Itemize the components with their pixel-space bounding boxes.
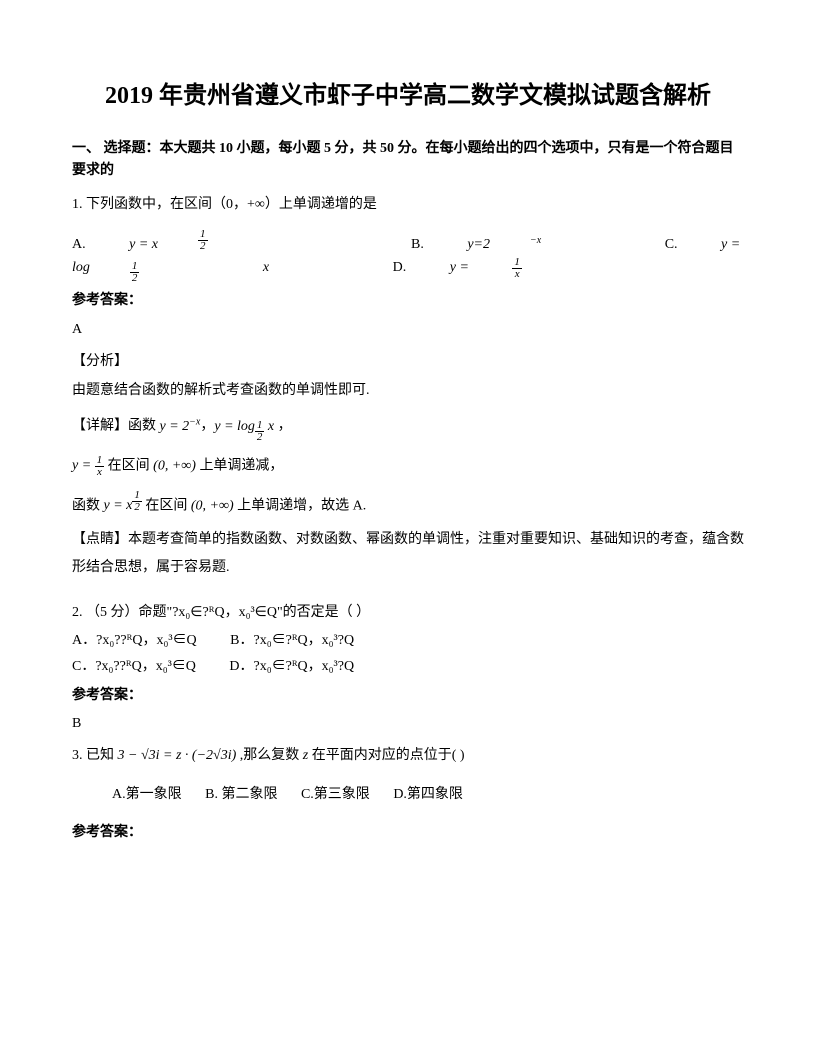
- q1-optD-formula: y = 1x: [450, 260, 602, 275]
- q1-detail-label: 【详解】函数: [72, 419, 156, 434]
- q1-detail-comma: ，: [200, 419, 214, 434]
- q1-line3-text3: 上单调递增，故选 A.: [237, 498, 366, 513]
- q3-text-suffix: 在平面内对应的点位于( ): [312, 748, 465, 763]
- q3-option-c: C.第三象限: [301, 787, 370, 802]
- q3-z-var: z: [303, 748, 308, 763]
- q1-detail-line3: 函数 y = x12 在区间 (0, +∞) 上单调递增，故选 A.: [72, 490, 744, 518]
- q1-detail-end: ，: [274, 419, 292, 434]
- q1-line3-text2: 在区间: [145, 498, 187, 513]
- q1-detail-line1: 【详解】函数 y = 2−x，y = log12 x ，: [72, 414, 744, 443]
- q3-formula: 3 − √3i = z · (−2√3i): [118, 748, 237, 763]
- q3-text: 3. 已知 3 − √3i = z · (−2√3i) ,那么复数 z 在平面内…: [72, 745, 744, 767]
- q1-analysis-label: 【分析】: [72, 351, 744, 373]
- q1-line3-formula: y = x12: [104, 498, 142, 513]
- q1-summary: 【点睛】本题考查简单的指数函数、对数函数、幂函数的单调性，注重对重要知识、基础知…: [72, 526, 744, 582]
- q1-option-b: B. y=2−x: [411, 237, 625, 252]
- q3-option-b: B. 第二象限: [205, 787, 277, 802]
- q1-detail-line2: y = 1x 在区间 (0, +∞) 上单调递减，: [72, 455, 744, 478]
- page-title: 2019 年贵州省遵义市虾子中学高二数学文模拟试题含解析: [72, 80, 744, 114]
- q1-optB-prefix: B.: [411, 237, 427, 252]
- q1-optD-prefix: D.: [393, 260, 410, 275]
- q1-detail-formula2: y = log12 x: [214, 419, 274, 434]
- q1-line2-formula: y = 1x: [72, 458, 104, 473]
- q3-text-mid: ,那么复数: [240, 748, 300, 763]
- q3-option-d: D.第四象限: [393, 787, 463, 802]
- q1-option-a: A. y = x12: [72, 237, 371, 252]
- q2-options: A．?x₀??ᴿQ，x₀³∈Q B．?x₀∈?ᴿQ，x₀³?Q C．?x₀??ᴿ…: [72, 630, 744, 679]
- q1-answer-label: 参考答案：: [72, 290, 744, 312]
- section-1-header: 一、 选择题：本大题共 10 小题，每小题 5 分，共 50 分。在每小题给出的…: [72, 138, 744, 183]
- q2-option-a: A．?x₀??ᴿQ，x₀³∈Q: [72, 633, 197, 648]
- q1-line2-text2: 上单调递减，: [199, 458, 283, 473]
- q1-optB-formula: y=2−x: [467, 237, 581, 252]
- q3-text-prefix: 3. 已知: [72, 748, 114, 763]
- q2-option-b: B．?x₀∈?ᴿQ，x₀³?Q: [230, 633, 354, 648]
- q1-optA-prefix: A.: [72, 237, 89, 252]
- q2-text: 2. （5 分）命题"?x₀∈?ᴿQ，x₀³∈Q"的否定是（ ）: [72, 602, 744, 624]
- q3-answer-label: 参考答案：: [72, 822, 744, 844]
- q2-option-c: C．?x₀??ᴿQ，x₀³∈Q: [72, 659, 196, 674]
- q2-answer: B: [72, 713, 744, 735]
- q1-analysis-text: 由题意结合函数的解析式考查函数的单调性即可.: [72, 380, 744, 402]
- q1-line2-interval: (0, +∞): [153, 458, 196, 473]
- q1-line3-text1: 函数: [72, 498, 100, 513]
- q2-answer-label: 参考答案：: [72, 685, 744, 707]
- q1-optA-formula: y = x12: [129, 237, 327, 252]
- q1-detail-formula1: y = 2−x: [160, 419, 201, 434]
- q1-options: A. y = x12 B. y=2−x C. y = log12 x D. y …: [72, 229, 744, 285]
- q3-option-a: A.第一象限: [112, 787, 182, 802]
- q1-text: 1. 下列函数中，在区间（0，+∞）上单调递增的是: [72, 194, 744, 216]
- q1-optC-prefix: C.: [665, 237, 681, 252]
- q1-line3-interval: (0, +∞): [191, 498, 234, 513]
- q3-options: A.第一象限 B. 第二象限 C.第三象限 D.第四象限: [72, 784, 744, 806]
- q1-line2-text1: 在区间: [108, 458, 150, 473]
- q1-option-d: D. y = 1x: [393, 260, 642, 275]
- q2-option-d: D．?x₀∈?ᴿQ，x₀³?Q: [229, 659, 354, 674]
- q1-answer: A: [72, 319, 744, 341]
